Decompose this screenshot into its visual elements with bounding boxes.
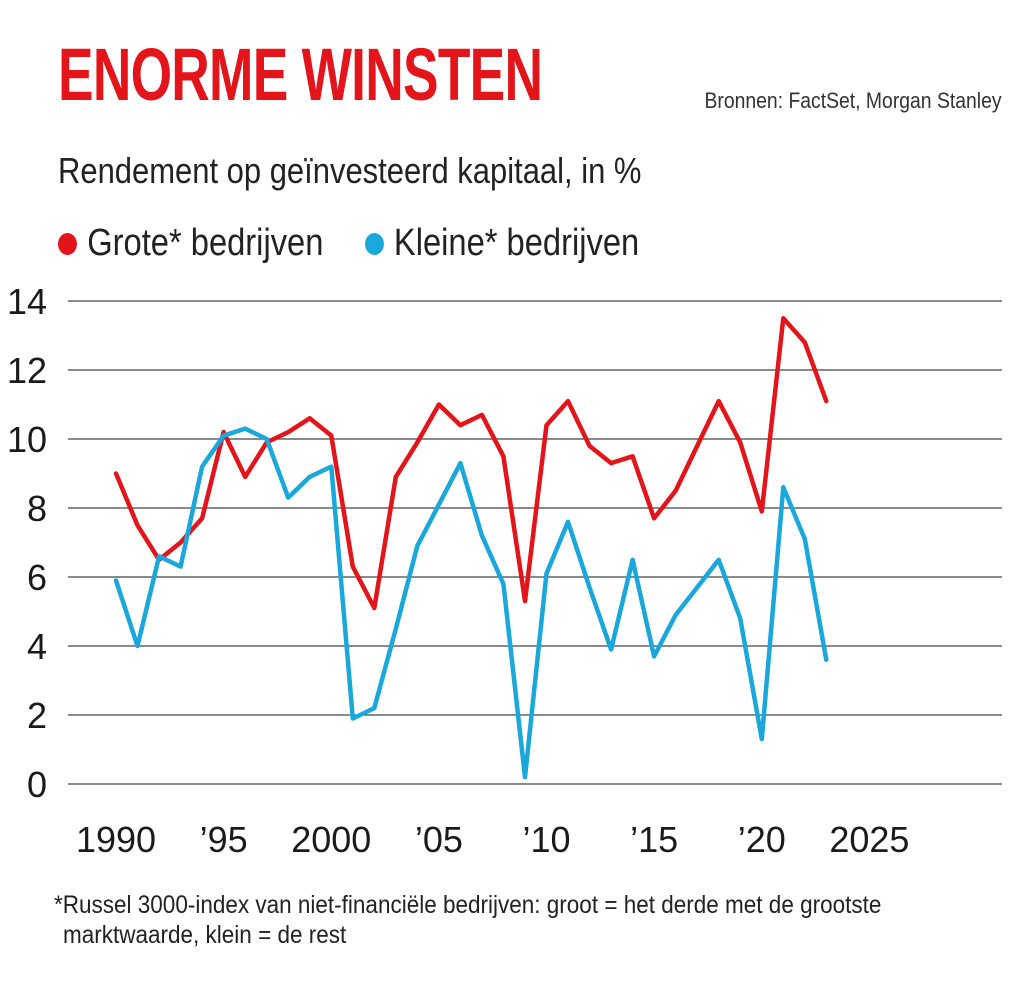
x-tick-label: 2000	[291, 819, 371, 860]
series-line-small	[113, 426, 829, 780]
y-tick-label: 14	[7, 281, 47, 322]
x-tick-label: ’10	[522, 819, 570, 860]
series-line-large	[113, 316, 829, 611]
x-tick-label: ’15	[630, 819, 678, 860]
y-tick-label: 10	[7, 419, 47, 460]
x-tick-label: 2025	[829, 819, 909, 860]
legend-item-small: Kleine* bedrijven	[364, 222, 640, 265]
y-tick-label: 2	[27, 695, 47, 736]
footnote: *Russel 3000-index van niet-financiële b…	[54, 890, 994, 950]
y-tick-label: 12	[7, 350, 47, 391]
x-tick-label: ’95	[200, 819, 248, 860]
source-note: Bronnen: FactSet, Morgan Stanley	[704, 88, 1002, 113]
footnote-line-2: marktwaarde, klein = de rest	[63, 921, 347, 949]
x-tick-label: ’20	[738, 819, 786, 860]
footnote-line-1: *Russel 3000-index van niet-financiële b…	[54, 891, 882, 919]
y-tick-label: 8	[27, 488, 47, 529]
legend-dot-small-icon	[364, 232, 384, 255]
y-tick-label: 0	[27, 764, 47, 805]
legend-label-small: Kleine* bedrijven	[393, 222, 640, 264]
line-chart: 0 2 4 6 8 10 12 14 1990 ’95 2000 ’05 ’10 ’15 ’20 2025	[7, 281, 1002, 860]
legend-dot-large-icon	[58, 232, 77, 255]
chart-title: ENORME WINSTEN	[58, 33, 543, 116]
legend-item-large: Grote* bedrijven	[58, 222, 323, 265]
y-tick-label: 4	[27, 626, 47, 667]
y-tick-label: 6	[27, 557, 47, 598]
legend-label-large: Grote* bedrijven	[87, 222, 324, 264]
x-tick-label: 1990	[76, 819, 156, 860]
chart-subtitle: Rendement op geïnvesteerd kapitaal, in %	[58, 150, 642, 191]
legend: Grote* bedrijven Kleine* bedrijven	[58, 222, 680, 265]
x-tick-label: ’05	[415, 819, 463, 860]
